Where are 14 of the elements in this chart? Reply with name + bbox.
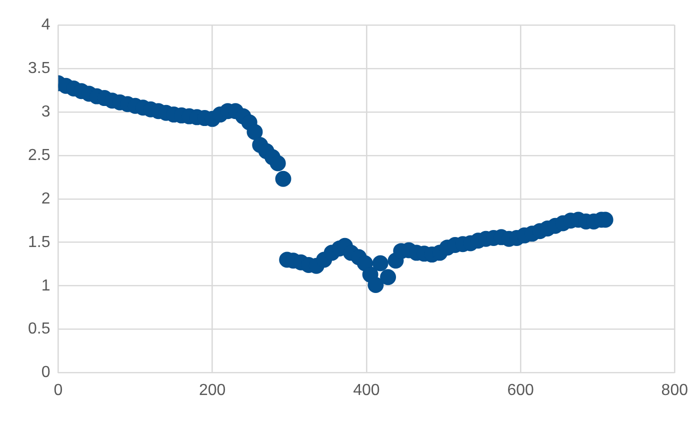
y-tick-label: 0 [41,364,50,382]
y-tick-label: 2.5 [28,146,50,164]
x-tick-label: 600 [507,382,534,399]
y-tick-label: 4 [41,16,50,34]
x-tick-label: 400 [353,382,380,399]
y-tick-label: 0.5 [28,320,50,338]
y-tick-label: 3 [41,103,50,120]
x-tick-label: 0 [54,382,63,399]
y-tick-label: 1 [41,277,50,294]
x-tick-label: 800 [661,382,688,399]
x-tick-label: 200 [198,382,226,399]
y-tick-label: 3.5 [28,60,50,77]
y-tick-label: 2 [41,190,50,208]
y-tick-label: 1.5 [28,234,50,251]
